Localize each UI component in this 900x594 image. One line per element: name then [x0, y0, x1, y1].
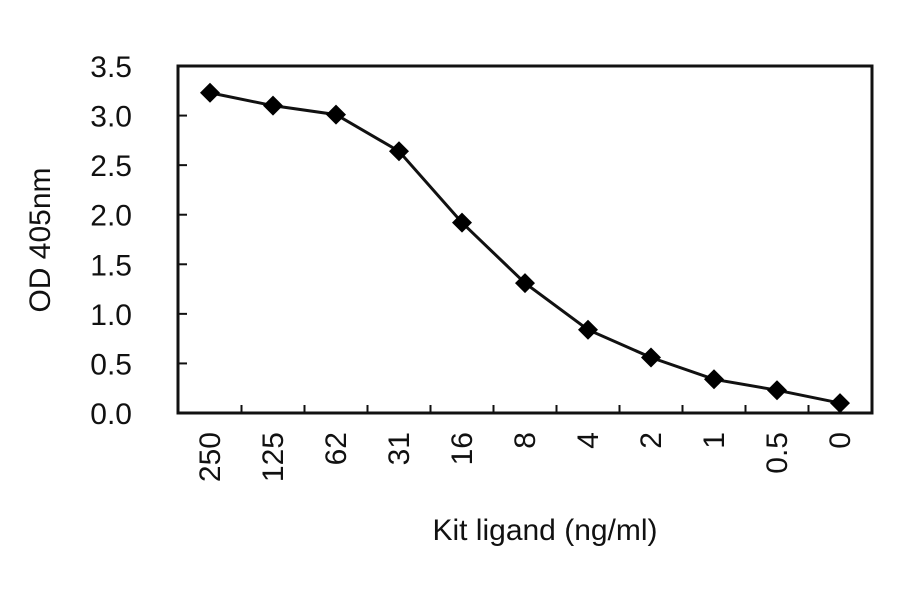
data-markers: [200, 82, 850, 414]
x-tick-label: 0: [824, 432, 857, 449]
y-tick-label: 0.5: [90, 348, 132, 381]
diamond-marker: [389, 141, 409, 162]
x-tick-label: 62: [320, 432, 353, 465]
diamond-marker: [263, 95, 283, 116]
x-tick-label: 8: [509, 432, 542, 449]
y-tick-label: 2.5: [90, 150, 132, 183]
diamond-marker: [452, 212, 472, 233]
x-tick-label: 16: [446, 432, 479, 465]
y-tick-label: 3.5: [90, 51, 132, 84]
diamond-marker: [830, 393, 850, 414]
data-line: [209, 91, 841, 405]
x-axis-title: Kit ligand (ng/ml): [432, 514, 657, 547]
diamond-marker: [704, 369, 724, 390]
diamond-marker: [767, 380, 787, 401]
x-tick-label: 2: [635, 432, 668, 449]
x-tick-label: 1: [698, 432, 731, 449]
y-tick-label: 1.0: [90, 299, 132, 332]
plot-frame: [176, 64, 874, 415]
y-tick-label: 1.5: [90, 249, 132, 282]
x-axis: 250 125 62 31 16 8 4 2 1 0.5 0: [194, 405, 857, 482]
x-tick-label: 31: [383, 432, 416, 465]
y-axis-title: OD 405nm: [24, 167, 57, 312]
diamond-marker: [200, 82, 220, 103]
diamond-marker: [641, 347, 661, 368]
x-tick-label: 0.5: [761, 432, 794, 474]
diamond-marker: [515, 273, 535, 294]
x-tick-label: 250: [194, 432, 227, 482]
y-tick-label: 2.0: [90, 200, 132, 233]
diamond-marker: [326, 104, 346, 125]
x-tick-label: 125: [257, 432, 290, 482]
y-tick-label: 3.0: [90, 101, 132, 134]
diamond-marker: [578, 319, 598, 340]
y-tick-label: 0.0: [90, 398, 132, 431]
x-tick-label: 4: [572, 432, 605, 449]
y-axis: 0.0 0.5 1.0 1.5 2.0 2.5 3.0 3.5: [90, 51, 187, 431]
